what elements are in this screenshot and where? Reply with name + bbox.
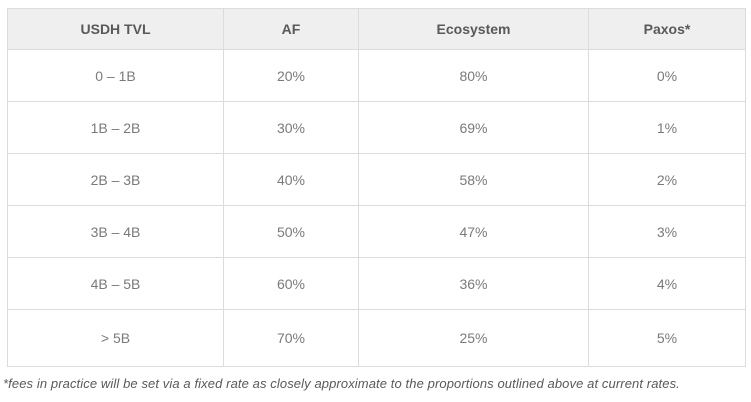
- cell-tvl-range: > 5B: [7, 309, 224, 367]
- table-row: 4B – 5B 60% 36% 4%: [7, 257, 746, 310]
- cell-ecosystem-share: 36%: [358, 257, 589, 310]
- table-row: 0 – 1B 20% 80% 0%: [7, 49, 746, 102]
- table-row: 3B – 4B 50% 47% 3%: [7, 205, 746, 258]
- cell-af-share: 70%: [223, 309, 359, 367]
- column-header-ecosystem: Ecosystem: [358, 8, 589, 50]
- cell-tvl-range: 0 – 1B: [7, 49, 224, 102]
- cell-paxos-share: 1%: [588, 101, 746, 154]
- cell-paxos-share: 0%: [588, 49, 746, 102]
- cell-ecosystem-share: 58%: [358, 153, 589, 206]
- cell-ecosystem-share: 80%: [358, 49, 589, 102]
- cell-af-share: 30%: [223, 101, 359, 154]
- cell-ecosystem-share: 47%: [358, 205, 589, 258]
- table-row: 2B – 3B 40% 58% 2%: [7, 153, 746, 206]
- fee-split-table: USDH TVL AF Ecosystem Paxos* 0 – 1B 20% …: [7, 8, 746, 367]
- cell-tvl-range: 1B – 2B: [7, 101, 224, 154]
- table-row: 1B – 2B 30% 69% 1%: [7, 101, 746, 154]
- cell-paxos-share: 2%: [588, 153, 746, 206]
- column-header-paxos: Paxos*: [588, 8, 746, 50]
- cell-af-share: 50%: [223, 205, 359, 258]
- cell-paxos-share: 3%: [588, 205, 746, 258]
- cell-paxos-share: 4%: [588, 257, 746, 310]
- table-header-row: USDH TVL AF Ecosystem Paxos*: [7, 8, 746, 50]
- cell-af-share: 40%: [223, 153, 359, 206]
- cell-af-share: 20%: [223, 49, 359, 102]
- footnote: *fees in practice will be set via a fixe…: [3, 376, 680, 391]
- cell-tvl-range: 4B – 5B: [7, 257, 224, 310]
- column-header-usdh-tvl: USDH TVL: [7, 8, 224, 50]
- cell-ecosystem-share: 25%: [358, 309, 589, 367]
- cell-paxos-share: 5%: [588, 309, 746, 367]
- cell-ecosystem-share: 69%: [358, 101, 589, 154]
- cell-tvl-range: 3B – 4B: [7, 205, 224, 258]
- cell-af-share: 60%: [223, 257, 359, 310]
- cell-tvl-range: 2B – 3B: [7, 153, 224, 206]
- column-header-af: AF: [223, 8, 359, 50]
- table-row: > 5B 70% 25% 5%: [7, 309, 746, 367]
